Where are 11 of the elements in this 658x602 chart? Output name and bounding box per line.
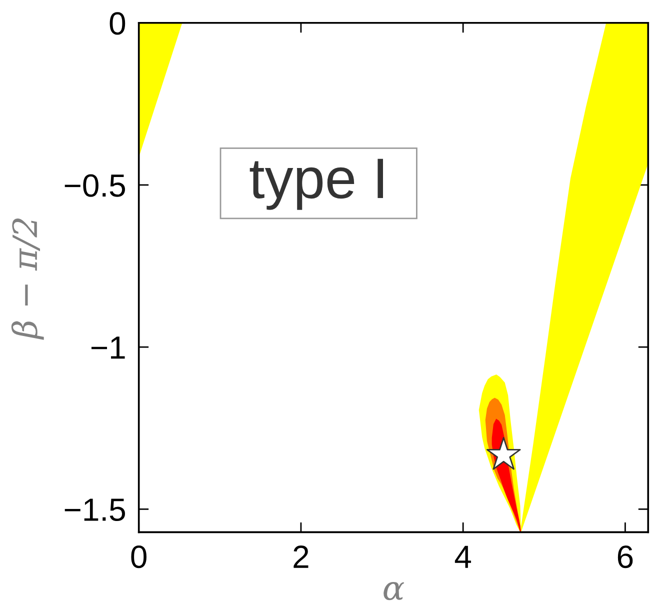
- x-axis-title: α: [384, 582, 404, 600]
- y-tick-label: 0: [110, 12, 126, 35]
- x-tick-label: 0: [131, 546, 146, 568]
- y-axis-title: β − π/2: [11, 218, 44, 340]
- annotation: type I: [250, 158, 384, 210]
- x-tick-label: 6: [618, 546, 633, 568]
- x-tick-label: 4: [454, 546, 472, 568]
- y-tick-label: −1.5: [64, 498, 125, 522]
- x-tick-label: 2: [294, 546, 308, 568]
- y-tick-label: −0.5: [64, 174, 125, 197]
- y-tick-label: −1: [91, 336, 125, 359]
